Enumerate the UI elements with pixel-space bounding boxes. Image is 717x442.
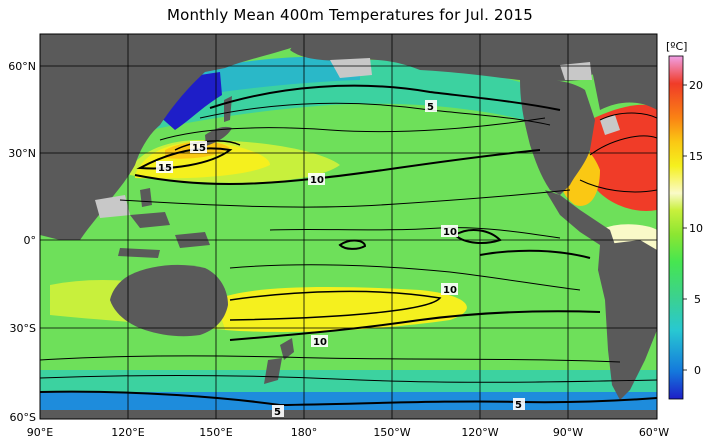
contour-label: 5 (515, 400, 522, 411)
lat-label: 0° (24, 234, 37, 247)
contour-line (589, 135, 657, 156)
lon-label: 120°W (461, 426, 498, 439)
longitude-labels: 90°E 120°E 150°E 180° 150°W 120°W 90°W 6… (27, 426, 670, 439)
cool-band-south (40, 370, 657, 395)
contour-line (159, 117, 546, 141)
colorbar-tick-label: 20 (689, 79, 703, 92)
lon-label: 60°W (639, 426, 669, 439)
contour-label: 10 (310, 175, 324, 186)
contour-line (199, 102, 551, 126)
contour-10-south (229, 310, 601, 341)
contour-line (40, 375, 657, 383)
map-title: Monthly Mean 400m Temperatures for Jul. … (166, 6, 534, 24)
contour-5-south (40, 390, 657, 407)
contour-label: 10 (313, 337, 327, 348)
okhotsk-cold-pool (158, 72, 222, 130)
map-field (40, 34, 657, 419)
contour-label: 5 (274, 407, 281, 418)
contour-5-north (209, 84, 561, 111)
contour-line (174, 140, 241, 151)
contour-label: 15 (192, 143, 206, 154)
contour-line (229, 264, 581, 291)
south-pacific-warm-pool (215, 287, 467, 332)
contour-line (599, 112, 657, 121)
lat-label: 30°S (10, 322, 36, 335)
contour-line (40, 355, 621, 363)
lon-label: 150°E (199, 426, 232, 439)
lat-label: 60°N (8, 60, 36, 73)
contour-label-group: 5 15 15 10 10 10 10 5 5 (156, 100, 525, 418)
latitude-labels: 60°N 30°N 0° 30°S 60°S (8, 60, 36, 424)
contour-label: 10 (443, 285, 457, 296)
contour-line (479, 249, 591, 259)
lon-label: 150°W (373, 426, 410, 439)
colorbar-scale (668, 55, 684, 400)
lon-label: 120°E (111, 426, 144, 439)
colorbar-unit: [ºC] (666, 40, 687, 53)
contour-line (119, 189, 571, 208)
graticule (40, 34, 657, 419)
contour-line (229, 290, 442, 321)
lat-label: 60°S (10, 411, 36, 424)
contour-label: 10 (443, 227, 457, 238)
contour-line (579, 179, 657, 193)
lon-label: 90°W (553, 426, 583, 439)
contour-line (338, 239, 367, 250)
colorbar-tick-label: 5 (694, 293, 701, 306)
colorbar-tick-label: 10 (689, 222, 703, 235)
map-frame (39, 33, 658, 420)
colorbar-tick-label: 0 (694, 364, 701, 377)
colorbar-tick-label: 15 (689, 150, 703, 163)
lon-label: 180° (291, 426, 318, 439)
colorbar: [ºC] 20 15 10 5 0 (666, 40, 703, 400)
lat-label: 30°N (8, 147, 36, 160)
contour-line (269, 227, 561, 239)
lon-label: 90°E (27, 426, 53, 439)
contour-label: 5 (427, 102, 434, 113)
contour-label: 15 (158, 163, 172, 174)
